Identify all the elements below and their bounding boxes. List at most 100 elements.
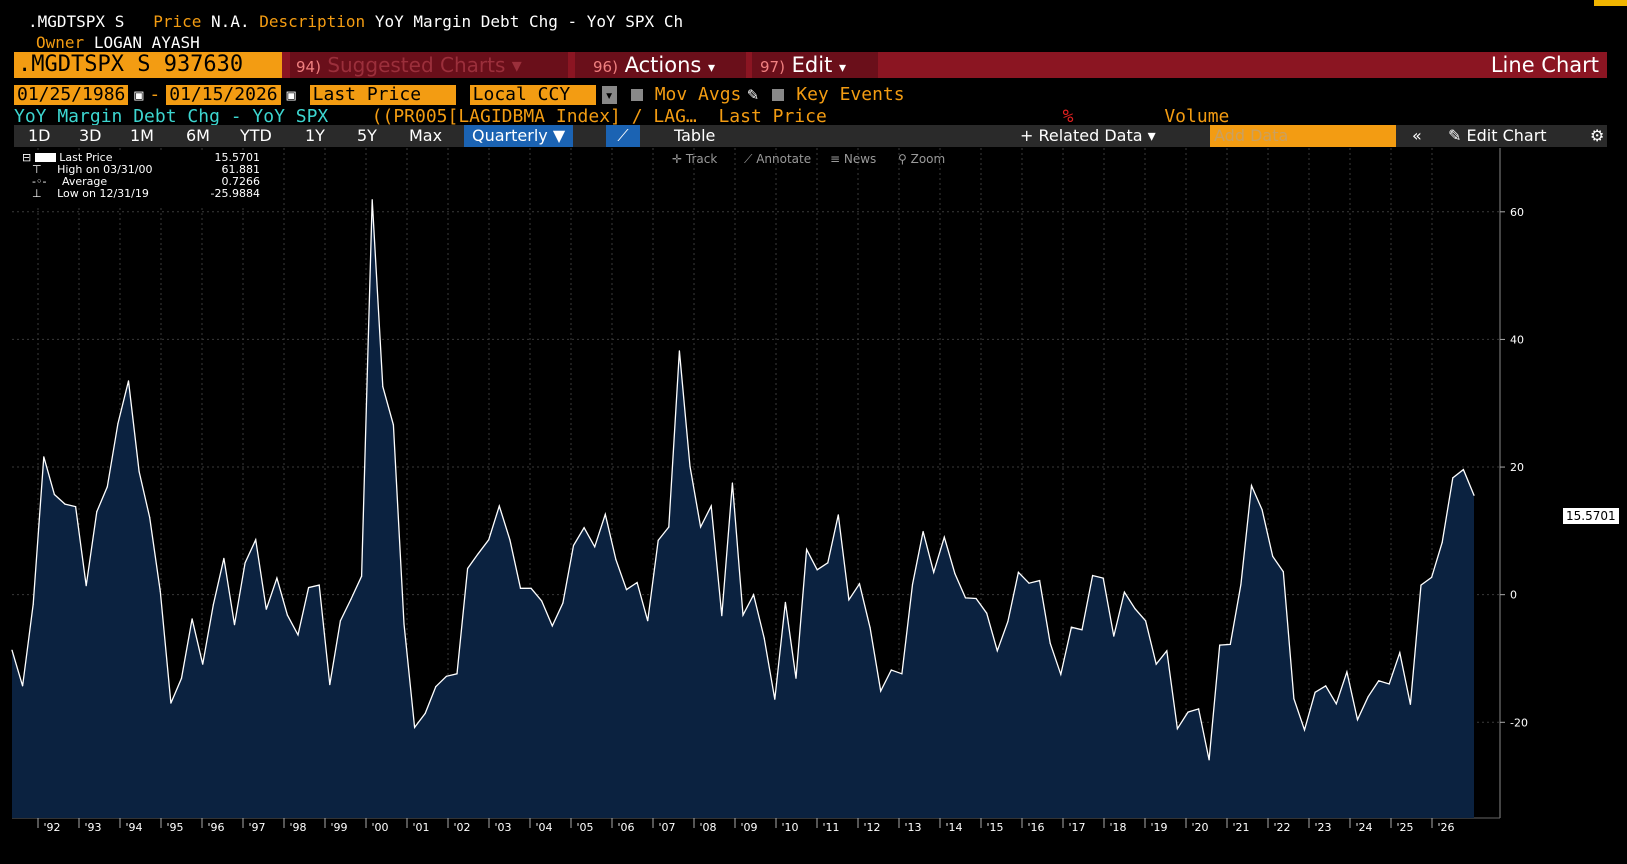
data-point xyxy=(64,503,66,505)
period-1y[interactable]: 1Y xyxy=(305,126,325,145)
x-tick-label: '12 xyxy=(863,821,880,834)
data-point xyxy=(96,511,98,513)
chevron-down-icon[interactable]: ▾ xyxy=(601,85,617,104)
data-point xyxy=(1441,541,1443,543)
data-point xyxy=(583,527,585,529)
data-point xyxy=(1303,729,1306,731)
period-5y[interactable]: 5Y xyxy=(357,126,377,145)
edit-button[interactable]: 97) Edit ▾ xyxy=(752,52,878,78)
data-point xyxy=(1070,626,1072,628)
period-max[interactable]: Max xyxy=(409,126,443,145)
data-point xyxy=(350,598,352,600)
y-tick-label: -20 xyxy=(1510,716,1528,729)
zoom-tool[interactable]: ⚲ Zoom xyxy=(898,152,946,166)
series-formula[interactable]: ((PR005[LAGIDBMA Index] / LAG… xyxy=(371,106,697,127)
add-data-input[interactable]: Add Data xyxy=(1210,125,1396,147)
data-point xyxy=(308,587,310,589)
data-point xyxy=(1039,580,1041,582)
x-tick-label: '19 xyxy=(1150,821,1167,834)
legend-average: -◦- Average 0.7266 xyxy=(20,176,260,188)
end-date-field[interactable]: 01/15/2026 xyxy=(166,84,281,105)
data-point xyxy=(1049,642,1051,644)
legend-low-label: ⊥ Low on 12/31/19 xyxy=(32,187,149,200)
x-tick-label: '02 xyxy=(453,821,470,834)
chart-type-label[interactable]: Line Chart xyxy=(1490,53,1599,77)
chevron-down-icon: ▾ xyxy=(708,60,716,76)
chart-legend: ⊟ Last Price 15.5701 ⊤ High on 03/31/00 … xyxy=(20,152,260,208)
line-chart-icon[interactable]: ⟋ xyxy=(606,125,640,147)
data-point xyxy=(191,618,193,620)
data-point xyxy=(329,684,331,686)
x-tick-label: '96 xyxy=(207,821,224,834)
period-1m[interactable]: 1M xyxy=(130,126,154,145)
data-point xyxy=(244,562,246,564)
data-point xyxy=(1462,469,1464,471)
data-point xyxy=(1240,583,1242,586)
period-ytd[interactable]: YTD xyxy=(240,126,272,145)
x-tick-label: '18 xyxy=(1109,821,1126,834)
calendar-icon[interactable]: ▣ xyxy=(134,85,144,104)
edit-label: Edit xyxy=(791,53,833,77)
data-point xyxy=(424,712,426,715)
annotate-tool[interactable]: ⟋ Annotate xyxy=(744,152,812,166)
edit-num: 97) xyxy=(760,58,785,76)
key-events-checkbox[interactable] xyxy=(772,88,785,101)
period-3d[interactable]: 3D xyxy=(79,126,102,145)
table-button[interactable]: Table xyxy=(674,126,716,145)
start-date-field[interactable]: 01/25/1986 xyxy=(14,84,129,105)
data-point xyxy=(1420,584,1422,586)
data-point xyxy=(954,573,956,575)
data-point xyxy=(11,649,13,651)
data-point xyxy=(1473,494,1475,496)
data-point xyxy=(519,587,522,589)
calendar-icon[interactable]: ▣ xyxy=(286,85,296,104)
data-point xyxy=(32,603,34,605)
data-point xyxy=(1155,663,1157,665)
mov-avgs-checkbox[interactable] xyxy=(630,88,643,101)
data-point xyxy=(1356,719,1359,721)
data-point xyxy=(1378,680,1380,682)
ticker-field[interactable]: .MGDTSPX S 937630 xyxy=(14,52,282,78)
actions-button[interactable]: 96) Actions ▾ xyxy=(575,52,746,78)
data-point xyxy=(85,585,87,587)
data-point xyxy=(795,677,797,679)
last-price-badge: 15.5701 xyxy=(1563,508,1619,524)
legend-avg-label: -◦- Average xyxy=(32,175,108,188)
collapse-button[interactable]: « xyxy=(1412,126,1422,145)
news-tool[interactable]: ≡ News xyxy=(830,152,877,166)
data-point xyxy=(837,514,839,516)
data-point xyxy=(22,685,24,687)
mov-avgs-label: Mov Avgs xyxy=(654,84,742,105)
data-point xyxy=(498,505,500,507)
x-tick-label: '11 xyxy=(822,821,839,834)
x-tick-label: '98 xyxy=(289,821,306,834)
period-1d[interactable]: 1D xyxy=(28,126,51,145)
data-point xyxy=(1198,708,1200,710)
data-point xyxy=(1409,703,1411,706)
edit-chart-button[interactable]: ✎ Edit Chart xyxy=(1448,125,1547,147)
gear-icon[interactable]: ⚙ xyxy=(1590,126,1605,145)
data-point xyxy=(1367,696,1369,698)
currency-select[interactable]: Local CCY xyxy=(469,84,596,105)
track-tool[interactable]: ✛ Track xyxy=(672,152,718,166)
data-point xyxy=(1282,571,1284,573)
frequency-select[interactable]: Quarterly ▼ xyxy=(464,125,574,147)
pencil-icon[interactable]: ✎ xyxy=(747,84,759,105)
price-field-select[interactable]: Last Price xyxy=(309,84,456,105)
x-tick-label: '94 xyxy=(125,821,142,834)
description-label: Description xyxy=(259,12,366,31)
data-point xyxy=(668,526,670,528)
x-tick-label: '97 xyxy=(248,821,265,834)
data-point xyxy=(117,423,119,425)
x-tick-label: '08 xyxy=(699,821,716,834)
suggested-charts-button[interactable]: 94) Suggested Charts ▾ xyxy=(290,52,568,78)
data-point xyxy=(848,599,850,601)
data-point xyxy=(996,650,998,652)
data-point xyxy=(382,386,384,388)
data-point xyxy=(392,424,394,426)
data-point xyxy=(318,584,320,586)
data-point xyxy=(700,526,702,528)
related-data-button[interactable]: + Related Data ▾ xyxy=(1020,125,1156,147)
period-6m[interactable]: 6M xyxy=(186,126,210,145)
